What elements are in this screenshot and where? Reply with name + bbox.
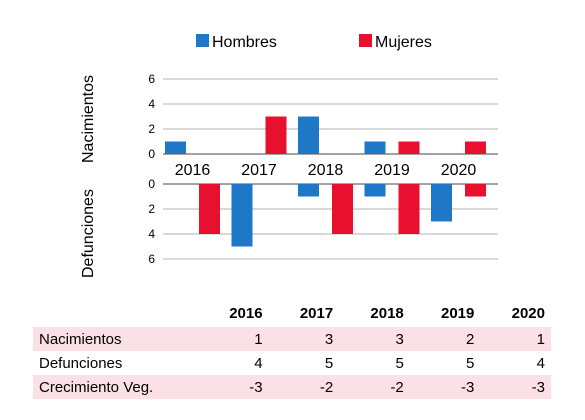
bar-defunciones-mujeres-2018 [332, 184, 353, 234]
year-labels: 2016 2017 2018 2019 2020 [175, 162, 477, 179]
legend-swatch-hombres [196, 34, 209, 47]
legend-swatch-mujeres [359, 34, 372, 47]
table-cell: 5 [466, 354, 475, 372]
bar-nacimientos-hombres-2016 [165, 141, 186, 154]
bar-nacimientos-hombres-2018 [298, 116, 319, 154]
bar-defunciones-mujeres-2019 [398, 184, 420, 234]
year-label-2018: 2018 [308, 162, 344, 179]
table-cell: 1 [198, 327, 269, 351]
table-header-cell: 2016 [229, 304, 263, 322]
population-chart: 6 4 2 0 0 2 4 6 2016 2017 2018 2019 2020 Hombres Mu… [80, 34, 498, 278]
table-cell: 4 [254, 354, 263, 372]
table-cell: -2 [339, 375, 410, 399]
y-tick-upper: 2 [148, 122, 155, 136]
table-header-cell: 2018 [370, 304, 404, 322]
row-label: Crecimiento Veg. [33, 375, 198, 399]
table-header-cell: 2017 [299, 304, 334, 322]
table-cell: 5 [395, 354, 404, 372]
bars [165, 116, 486, 247]
table-cell: 3 [268, 327, 340, 351]
y-tick-lower: 0 [148, 177, 155, 191]
table-row-crecimiento: Crecimiento Veg. -3 -2 -2 -3 -3 [33, 375, 551, 399]
table-cell: 3 [339, 327, 410, 351]
y-tick-labels: 6 4 2 0 0 2 4 6 [148, 72, 155, 266]
y-tick-upper: 4 [148, 97, 155, 111]
y-axis-title-lower: Defunciones [80, 189, 97, 278]
bar-nacimientos-mujeres-2020 [465, 141, 486, 154]
year-label-2020: 2020 [441, 162, 477, 179]
legend-label-hombres: Hombres [212, 34, 277, 51]
bar-defunciones-mujeres-2020 [465, 184, 486, 197]
year-label-2019: 2019 [374, 162, 410, 179]
table-header-cell [33, 299, 198, 327]
bar-defunciones-hombres-2020 [431, 184, 452, 222]
bar-defunciones-mujeres-2016 [199, 184, 220, 234]
year-label-2017: 2017 [241, 162, 277, 179]
bar-nacimientos-hombres-2019 [364, 141, 386, 154]
table-cell: -3 [480, 375, 551, 399]
row-label: Nacimientos [33, 327, 198, 351]
table-cell: 2 [409, 327, 481, 351]
table-cell: -2 [268, 375, 340, 399]
year-label-2016: 2016 [175, 162, 211, 179]
y-tick-upper: 0 [148, 147, 155, 161]
table-cell: 1 [480, 327, 551, 351]
table-cell: 4 [536, 354, 545, 372]
y-tick-lower: 2 [148, 202, 155, 216]
bar-nacimientos-mujeres-2017 [265, 116, 287, 154]
row-label: Defunciones [39, 354, 123, 372]
table-cell: 5 [324, 354, 334, 372]
table-header-cell: 2019 [441, 304, 475, 322]
y-tick-lower: 4 [148, 227, 155, 241]
y-axis-title-upper: Nacimientos [80, 75, 97, 163]
bar-defunciones-hombres-2018 [298, 184, 319, 197]
table-header-row: 2016 2017 2018 2019 2020 [33, 299, 551, 327]
table-row-nacimientos: Nacimientos 1 3 3 2 1 [33, 327, 551, 351]
table-cell: -3 [409, 375, 481, 399]
table-cell: -3 [198, 375, 269, 399]
summary-table: 2016 2017 2018 2019 2020 Nacimientos 1 3… [33, 299, 551, 399]
bar-nacimientos-mujeres-2019 [398, 141, 420, 154]
legend: Hombres Mujeres [196, 34, 432, 51]
bar-defunciones-hombres-2017 [231, 184, 253, 247]
legend-label-mujeres: Mujeres [375, 34, 432, 51]
table-row-defunciones: Defunciones 4 5 5 5 4 [33, 351, 551, 375]
table-header-cell: 2020 [511, 304, 545, 322]
y-tick-upper: 6 [148, 72, 155, 86]
y-tick-lower: 6 [148, 252, 155, 266]
bar-defunciones-hombres-2019 [364, 184, 386, 197]
